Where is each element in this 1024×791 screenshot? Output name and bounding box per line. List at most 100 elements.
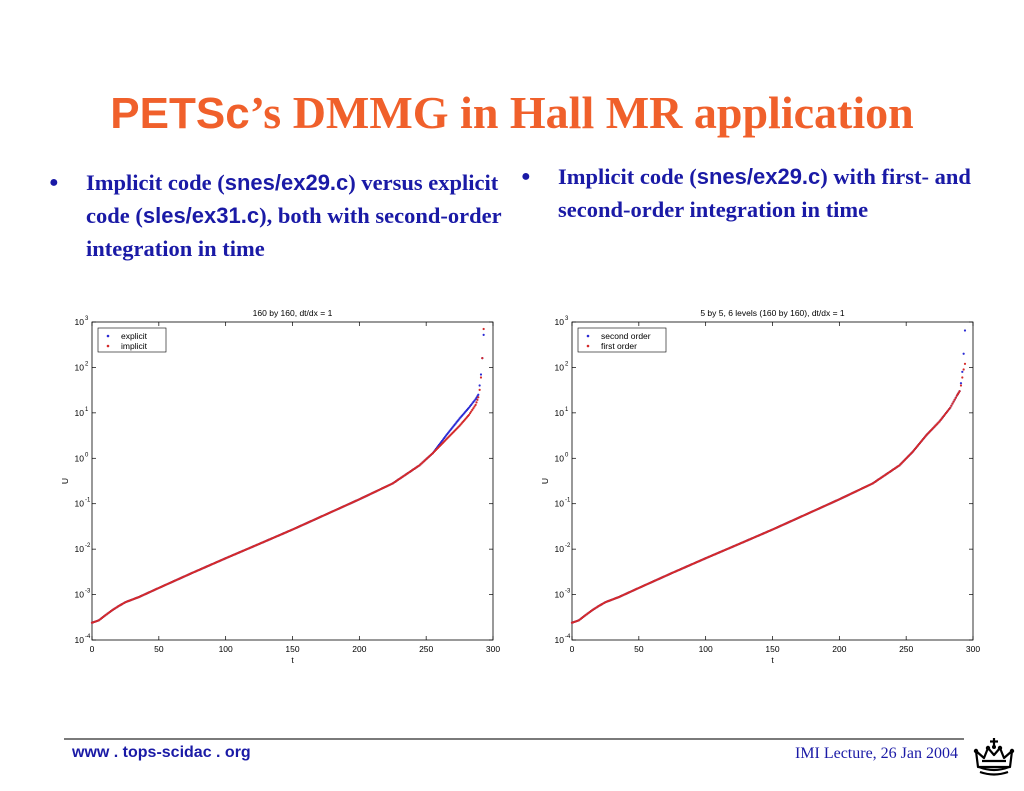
chart1-point <box>962 368 965 371</box>
chart1-point <box>959 382 963 385</box>
chart0-ytick-label: 10 <box>75 499 85 509</box>
chart1-point <box>952 400 955 403</box>
chart0-xtick-label: 250 <box>419 644 433 654</box>
bullet-left: ● Implicit code (snes/ex29.c) versus exp… <box>49 166 506 265</box>
chart1-xtick-label: 200 <box>832 644 846 654</box>
chart0-point <box>471 408 474 411</box>
bullet-left-code1: snes/ex29.c <box>224 170 349 195</box>
footer-lecture: IMI Lecture, 26 Jan 2004 <box>794 745 958 762</box>
chart1-point <box>949 406 952 409</box>
chart1-point <box>953 398 956 401</box>
chart0-xtick-label: 150 <box>285 644 299 654</box>
chart0-ytick-exponent: -4 <box>85 634 91 640</box>
chart0-point <box>482 327 485 331</box>
chart0-point <box>476 398 479 401</box>
chart1-point <box>963 329 967 332</box>
chart1-ytick-exponent: 0 <box>565 452 569 458</box>
chart0-point <box>478 384 481 387</box>
chart1-ytick-label: 10 <box>555 317 565 327</box>
chart0-xtick-label: 0 <box>90 644 95 654</box>
chart0-legend-label-1: implicit <box>121 341 148 351</box>
bullet-right-post: ) with first- and second-order integrati… <box>558 164 971 222</box>
chart0-ytick-exponent: 0 <box>85 452 89 458</box>
chart0-ytick-label: 10 <box>75 544 85 554</box>
chart1-xtick-label: 300 <box>966 644 980 654</box>
chart0-xtick-label: 100 <box>219 644 233 654</box>
bullet-left-pre: Implicit code ( <box>86 170 225 195</box>
chart0-ytick-label: 10 <box>75 317 85 327</box>
title-petsc: PETSc <box>110 89 250 138</box>
title-rest: ’s DMMG in Hall MR application <box>249 87 914 138</box>
chart1-point <box>950 404 953 407</box>
bullet-dot-icon: ● <box>521 168 531 185</box>
chart0-ytick-exponent: -1 <box>85 498 91 504</box>
chart1-ytick-exponent: 2 <box>565 361 569 367</box>
chart0-ytick-label: 10 <box>75 408 85 418</box>
chart1-legend-marker-0 <box>586 334 590 338</box>
chart1-ytick-label: 10 <box>555 362 565 372</box>
chart0-xlabel: t <box>291 655 294 665</box>
chart1-ytick-exponent: -1 <box>565 498 571 504</box>
chart1-title: 5 by 5, 6 levels (160 by 160), dt/dx = 1 <box>700 308 845 318</box>
chart1-point <box>961 376 964 379</box>
chart1-point <box>962 352 965 355</box>
chart1-ytick-exponent: -4 <box>565 634 571 640</box>
chart0-legend-label-0: explicit <box>121 331 148 341</box>
crown-icon <box>973 738 1015 776</box>
chart0-ytick-exponent: 1 <box>85 407 89 413</box>
chart0-series-1 <box>90 327 485 624</box>
chart0-xtick-label: 200 <box>352 644 366 654</box>
chart1-ytick-exponent: 3 <box>565 316 569 322</box>
chart0-point <box>479 373 483 376</box>
chart1-plot-frame <box>571 321 974 641</box>
slide-title: PETSc’s DMMG in Hall MR application <box>0 86 1024 139</box>
chart1-point <box>954 396 957 399</box>
chart0-legend-marker-0 <box>106 334 110 338</box>
chart1-legend-marker-1 <box>586 344 590 348</box>
chart0-ytick-label: 10 <box>75 453 85 463</box>
chart0-title: 160 by 160, dt/dx = 1 <box>253 308 333 318</box>
chart0-point <box>477 393 480 396</box>
chart1-ytick-label: 10 <box>555 590 565 600</box>
chart0-ytick-exponent: 2 <box>85 361 89 367</box>
chart1-ytick-label: 10 <box>555 635 565 645</box>
bullet-dot-icon: ● <box>49 174 59 191</box>
footer-url[interactable]: www . tops-scidac . org <box>72 744 251 761</box>
chart1-xlabel: t <box>771 655 774 665</box>
chart1-point <box>961 370 964 373</box>
chart0-point <box>474 403 477 406</box>
chart1-point <box>958 390 961 393</box>
chart0-point <box>479 376 483 379</box>
bullet-right-pre: Implicit code ( <box>558 164 697 189</box>
chart1-ytick-exponent: -2 <box>565 543 571 549</box>
chart0-ytick-exponent: 3 <box>85 316 89 322</box>
bullet-right-code1: snes/ex29.c <box>696 164 821 189</box>
chart0-point <box>482 333 485 337</box>
chart0-legend-marker-1 <box>106 344 110 348</box>
chart1-xtick-label: 100 <box>699 644 713 654</box>
chart0-legend <box>97 327 167 353</box>
chart1-xtick-label: 50 <box>634 644 644 654</box>
chart0-xtick-label: 50 <box>154 644 164 654</box>
chart0-ytick-label: 10 <box>75 590 85 600</box>
chart0-xtick-label: 300 <box>486 644 500 654</box>
chart1-xtick-label: 250 <box>899 644 913 654</box>
bullet-left-post: ), both with second-order integration in… <box>86 203 502 261</box>
chart1-series-1 <box>570 362 967 624</box>
chart1-legend-label-0: second order <box>601 331 651 341</box>
bullet-left-mid: ) versus explicit code ( <box>86 170 499 228</box>
bullet-left-code2: sles/ex31.c <box>142 203 260 228</box>
chart0-point <box>477 396 480 399</box>
chart1-ytick-label: 10 <box>555 499 565 509</box>
chart1-ytick-exponent: 1 <box>565 407 569 413</box>
chart1-ytick-label: 10 <box>555 544 565 554</box>
chart1-point <box>959 384 963 387</box>
chart1-legend <box>577 327 667 353</box>
chart0-ytick-exponent: -2 <box>85 543 91 549</box>
chart0-ylabel: U <box>60 478 70 484</box>
chart0-ytick-label: 10 <box>75 362 85 372</box>
chart0-point <box>473 405 476 408</box>
chart0-ytick-label: 10 <box>75 635 85 645</box>
chart1-legend-label-1: first order <box>601 341 637 351</box>
